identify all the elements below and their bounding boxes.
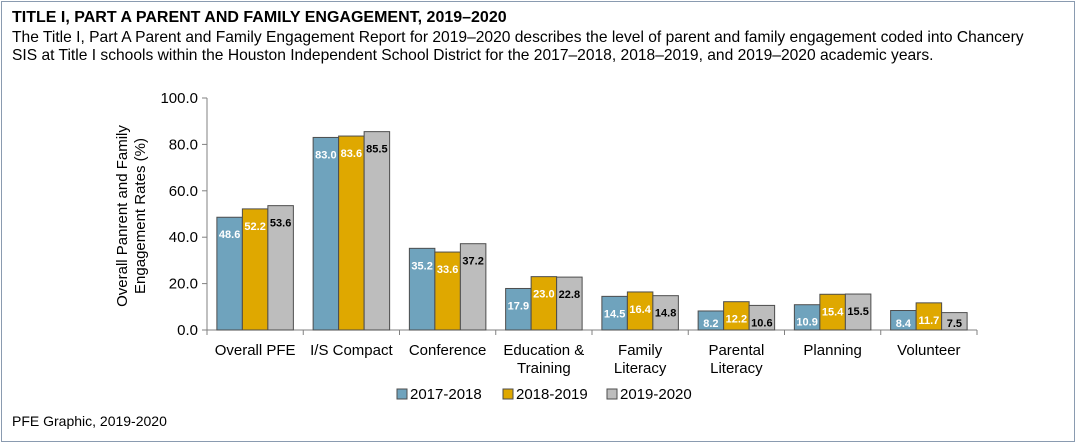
bar xyxy=(556,276,583,331)
data-label: 23.0 xyxy=(533,289,554,301)
bar xyxy=(363,131,391,331)
y-tick-label: 60.0 xyxy=(169,183,198,200)
data-label: 17.9 xyxy=(508,300,529,312)
data-label: 35.2 xyxy=(411,260,432,272)
data-label: 10.9 xyxy=(796,317,817,329)
legend-swatch xyxy=(606,388,618,400)
bar xyxy=(915,302,943,331)
y-tick-label: 40.0 xyxy=(169,229,198,246)
data-label: 22.8 xyxy=(559,289,580,301)
data-label: 14.8 xyxy=(655,308,676,320)
x-tick-label: Parental xyxy=(708,342,764,359)
x-tick-label: Family xyxy=(618,342,663,359)
figure-description: The Title I, Part A Parent and Family En… xyxy=(12,29,1024,64)
y-tick-label: 100.0 xyxy=(160,90,198,107)
bar xyxy=(819,293,846,331)
y-tick-label: 80.0 xyxy=(169,136,198,153)
x-tick-label: Conference xyxy=(409,342,487,359)
data-label: 8.2 xyxy=(703,318,718,330)
data-label: 15.4 xyxy=(822,306,844,318)
data-label: 83.6 xyxy=(341,148,362,160)
bar xyxy=(434,251,461,331)
bar xyxy=(505,287,532,331)
figure-caption: PFE Graphic, 2019-2020 xyxy=(12,413,167,429)
bar xyxy=(267,205,294,331)
data-label: 12.2 xyxy=(726,314,747,326)
bar xyxy=(338,135,365,331)
bar xyxy=(748,304,776,331)
bar xyxy=(652,295,679,331)
x-tick-label: Literacy xyxy=(710,360,763,377)
data-label: 83.0 xyxy=(315,149,336,161)
x-tick-label: Education & xyxy=(503,342,584,359)
y-tick-label: 20.0 xyxy=(169,276,198,293)
bar xyxy=(408,247,436,331)
data-label: 53.6 xyxy=(270,218,291,230)
legend-label: 2018-2019 xyxy=(516,386,588,403)
data-label: 52.2 xyxy=(244,221,265,233)
y-tick-label: 0.0 xyxy=(177,322,198,339)
data-label: 85.5 xyxy=(366,144,387,156)
bar xyxy=(312,136,340,331)
data-label: 10.6 xyxy=(751,317,772,329)
x-tick-label: I/S Compact xyxy=(310,342,393,359)
data-label: 11.7 xyxy=(918,315,939,327)
data-label: 33.6 xyxy=(437,264,458,276)
bar xyxy=(844,293,872,331)
data-label: 37.2 xyxy=(462,256,483,268)
bar xyxy=(601,295,628,331)
data-label: 15.5 xyxy=(847,306,868,318)
data-label: 16.4 xyxy=(629,304,651,316)
x-tick-label: Training xyxy=(517,360,571,377)
legend-swatch xyxy=(502,388,514,400)
legend-swatch xyxy=(396,388,408,400)
bar xyxy=(941,312,968,331)
bar xyxy=(459,243,487,331)
x-tick-label: Overall PFE xyxy=(215,342,296,359)
legend-label: 2017-2018 xyxy=(410,386,482,403)
data-label: 14.5 xyxy=(604,308,625,320)
bar xyxy=(216,216,243,331)
data-label: 8.4 xyxy=(896,318,912,330)
x-tick-label: Literacy xyxy=(614,360,667,377)
legend-label: 2019-2020 xyxy=(620,386,692,403)
figure-title: TITLE I, PART A PARENT AND FAMILY ENGAGE… xyxy=(12,9,507,26)
data-label: 7.5 xyxy=(947,318,962,330)
y-axis-label: Overall Panrent and Family xyxy=(114,125,131,307)
bar xyxy=(241,208,269,331)
y-axis-label: Engagement Rates (%) xyxy=(132,138,149,294)
data-label: 48.6 xyxy=(219,229,240,241)
bar xyxy=(793,304,821,331)
x-tick-label: Planning xyxy=(803,342,861,359)
bar xyxy=(626,291,654,331)
x-tick-label: Volunteer xyxy=(897,342,960,359)
bar xyxy=(530,276,558,331)
